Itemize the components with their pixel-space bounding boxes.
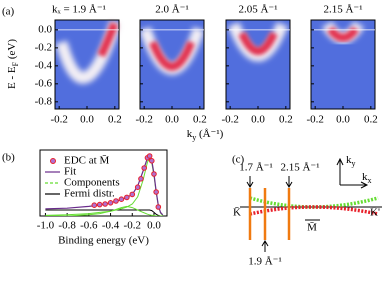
edc-point	[107, 200, 114, 206]
x-tick-label: 0.0	[336, 114, 350, 126]
plot-area	[45, 153, 164, 216]
x-axis-label: Binding energy (eV)	[58, 235, 149, 247]
x-tick-label: -0.2	[50, 114, 67, 126]
text-part: y	[352, 159, 356, 168]
y-tick-label: 0.0	[38, 23, 52, 35]
axis-label: ky	[346, 154, 356, 169]
panel-label: (c)	[232, 154, 245, 166]
plot-frame	[39, 149, 168, 217]
diagram-c	[240, 157, 382, 252]
map-title: 2.0 Å⁻¹	[155, 4, 189, 16]
edc-point	[91, 202, 98, 208]
y-axis-label: E - EF (eV)	[6, 39, 21, 89]
arrow	[261, 240, 269, 252]
x-tick-label: -0.2	[306, 114, 323, 126]
map-title: 2.15 Å⁻¹	[323, 4, 362, 16]
edc-point	[155, 204, 162, 210]
intensity-map	[225, 19, 291, 110]
edc-point	[124, 194, 130, 201]
edc-point	[134, 184, 141, 190]
text-part: k	[187, 128, 193, 140]
x-tick-label: -0.2	[124, 220, 141, 232]
x-tick-label: 0.0	[165, 114, 179, 126]
legend-marker	[50, 158, 56, 164]
k-axes	[336, 157, 369, 189]
point-label: K̄	[233, 207, 241, 219]
text-part: x	[368, 176, 372, 185]
x-tick-label: -0.6	[80, 220, 98, 232]
legend-label: Components	[64, 177, 120, 189]
edc-point	[129, 191, 136, 198]
cut-label: 1.7 Å⁻¹	[239, 162, 273, 174]
edc-point	[151, 171, 157, 177]
x-tick-label: 0.2	[364, 114, 378, 126]
axis-label: kx	[362, 171, 372, 186]
y-tick-label: -0.6	[35, 77, 53, 89]
fermi-curve	[45, 209, 163, 216]
point-label: M̄	[307, 222, 317, 234]
point-label: K̄'	[370, 207, 380, 219]
x-tick-label: 0.2	[279, 114, 293, 126]
cut-label: 1.9 Å⁻¹	[248, 256, 282, 268]
edc-point	[118, 196, 125, 202]
edc-point	[141, 165, 148, 171]
edc-point	[138, 176, 144, 182]
x-tick-label: 0.0	[80, 114, 94, 126]
band-core	[238, 31, 278, 56]
intensity-map	[54, 19, 122, 110]
text-part: k	[362, 171, 368, 183]
arrow	[285, 176, 293, 188]
cut-label: 2.15 Å⁻¹	[280, 162, 319, 174]
x-tick-label: 0.0	[251, 114, 265, 126]
map-title: kₓ = 1.9 Å⁻¹	[52, 4, 106, 16]
intensity-map	[139, 19, 205, 110]
x-tick-label: -0.2	[221, 114, 238, 126]
edc-point	[153, 189, 159, 195]
text-part: F	[11, 61, 20, 66]
text-part: (Å⁻¹)	[196, 128, 223, 140]
x-tick-label: 0.2	[108, 114, 122, 126]
red-band	[249, 205, 379, 216]
edc-point	[149, 158, 155, 164]
x-tick-label: -0.4	[102, 220, 120, 232]
intensity-map	[310, 19, 376, 110]
y-tick-label: -0.4	[35, 59, 53, 71]
band-core	[149, 40, 195, 71]
edc-point	[146, 153, 153, 159]
legend-label: Fit	[64, 166, 76, 178]
edc-point	[113, 198, 119, 204]
panel-label: (a)	[2, 6, 15, 18]
x-tick-label: 0.2	[193, 114, 207, 126]
x-tick-label: -1.0	[37, 220, 55, 232]
band-core	[326, 26, 360, 42]
text-part: k	[346, 154, 352, 166]
legend-label: EDC at M̄	[64, 155, 109, 167]
y-tick-label: -0.8	[35, 95, 53, 107]
arrow	[246, 176, 254, 188]
x-axis-label: ky (Å⁻¹)	[187, 128, 224, 143]
x-tick-label: 0.0	[147, 220, 161, 232]
text-part: (eV)	[6, 39, 18, 62]
text-part: E - E	[6, 66, 18, 89]
legend-label: Fermi distr.	[64, 188, 115, 200]
edc-point	[102, 201, 108, 207]
panel-label: (b)	[2, 152, 15, 164]
text-part: y	[192, 133, 196, 142]
component-curve	[45, 205, 163, 216]
y-tick-label: -0.2	[35, 41, 52, 53]
band-core	[97, 22, 119, 58]
edc-point	[96, 201, 103, 208]
x-tick-label: -0.8	[58, 220, 76, 232]
map-title: 2.05 Å⁻¹	[238, 4, 277, 16]
x-tick-label: -0.2	[135, 114, 152, 126]
